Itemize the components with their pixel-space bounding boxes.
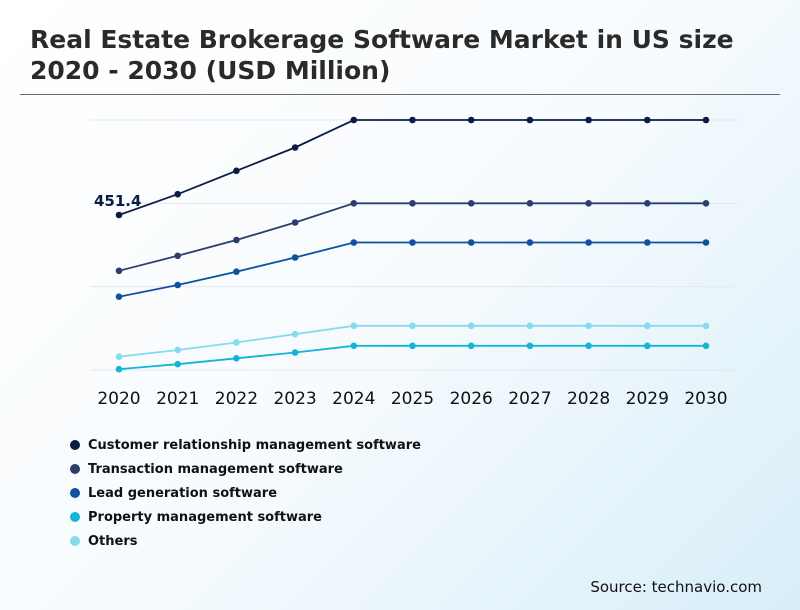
legend-marker <box>70 464 80 474</box>
source-credit: Source: technavio.com <box>590 578 762 596</box>
data-point <box>350 342 358 350</box>
data-point <box>585 239 592 246</box>
data-point <box>115 293 123 300</box>
data-point <box>174 281 181 289</box>
data-point <box>467 239 475 246</box>
data-point <box>233 236 240 244</box>
data-point <box>644 239 651 246</box>
data-point <box>291 144 299 151</box>
data-point <box>350 239 358 246</box>
legend-label: Others <box>88 533 138 549</box>
data-point <box>702 200 710 207</box>
legend-label: Transaction management software <box>88 461 343 477</box>
data-point <box>467 322 475 330</box>
data-point <box>115 365 123 373</box>
data-point <box>585 342 592 350</box>
data-point <box>585 116 592 124</box>
data-point <box>644 200 651 207</box>
data-point <box>233 167 240 175</box>
data-point <box>702 239 710 246</box>
data-point <box>233 355 240 362</box>
data-point <box>174 190 181 198</box>
data-point <box>526 322 534 330</box>
series-line <box>118 202 706 272</box>
x-tick-label: 2025 <box>391 389 434 409</box>
data-point <box>409 342 416 350</box>
x-tick-label: 2024 <box>332 389 375 409</box>
x-tick-label: 2030 <box>684 389 727 409</box>
x-tick-label: 2029 <box>626 389 669 409</box>
series-line <box>118 241 706 298</box>
data-point <box>526 239 534 246</box>
data-point <box>174 252 181 260</box>
data-point <box>585 322 592 330</box>
data-point <box>702 322 710 330</box>
x-tick-label: 2027 <box>508 389 551 409</box>
data-point <box>115 211 123 219</box>
data-point <box>233 339 240 346</box>
legend-item: Customer relationship management softwar… <box>70 433 421 457</box>
x-tick-label: 2022 <box>215 389 258 409</box>
data-point <box>585 200 592 207</box>
data-point <box>409 200 416 207</box>
legend-item: Property management software <box>70 505 421 529</box>
line-chart: 2020 2021 2022 2023 2024 2025 2026 2027 2028 2029… <box>90 116 738 409</box>
x-tick-label: 2020 <box>97 389 140 409</box>
legend-item: Lead generation software <box>70 481 421 505</box>
x-tick-label: 2026 <box>450 389 493 409</box>
data-point <box>291 330 299 338</box>
data-point <box>409 239 416 246</box>
x-tick-label: 2028 <box>567 389 610 409</box>
data-point <box>526 200 534 207</box>
data-label: 451.4 <box>94 192 141 210</box>
data-point <box>644 116 651 124</box>
legend-item: Transaction management software <box>70 457 421 481</box>
data-point <box>291 219 299 226</box>
data-point <box>174 360 181 368</box>
data-point <box>467 342 475 350</box>
data-point <box>233 268 240 275</box>
data-point <box>350 200 358 207</box>
series-line <box>118 344 706 371</box>
data-point <box>644 342 651 350</box>
data-point <box>115 267 123 275</box>
data-point <box>526 116 534 124</box>
data-point <box>467 116 475 124</box>
chart-legend: Customer relationship management softwar… <box>70 433 421 553</box>
legend-marker <box>70 440 80 450</box>
title-divider <box>20 94 780 95</box>
series-line <box>118 324 706 358</box>
data-point <box>702 116 710 124</box>
legend-marker <box>70 536 80 546</box>
legend-item: Others <box>70 529 421 553</box>
data-point <box>350 322 358 330</box>
data-point <box>350 116 358 124</box>
data-point <box>174 346 181 354</box>
x-tick-label: 2021 <box>156 389 199 409</box>
legend-marker <box>70 488 80 498</box>
data-point <box>291 254 299 261</box>
data-point <box>467 200 475 207</box>
data-point <box>115 353 123 360</box>
chart-title: Real Estate Brokerage Software Market in… <box>30 25 734 85</box>
legend-label: Customer relationship management softwar… <box>88 437 421 453</box>
data-point <box>526 342 534 350</box>
legend-label: Lead generation software <box>88 485 278 501</box>
x-tick-label: 2023 <box>273 389 316 409</box>
data-point <box>409 116 416 124</box>
legend-marker <box>70 512 80 522</box>
data-point <box>409 322 416 330</box>
data-point <box>702 342 710 350</box>
legend-label: Property management software <box>88 509 322 525</box>
data-point <box>644 322 651 330</box>
data-point <box>291 349 299 356</box>
